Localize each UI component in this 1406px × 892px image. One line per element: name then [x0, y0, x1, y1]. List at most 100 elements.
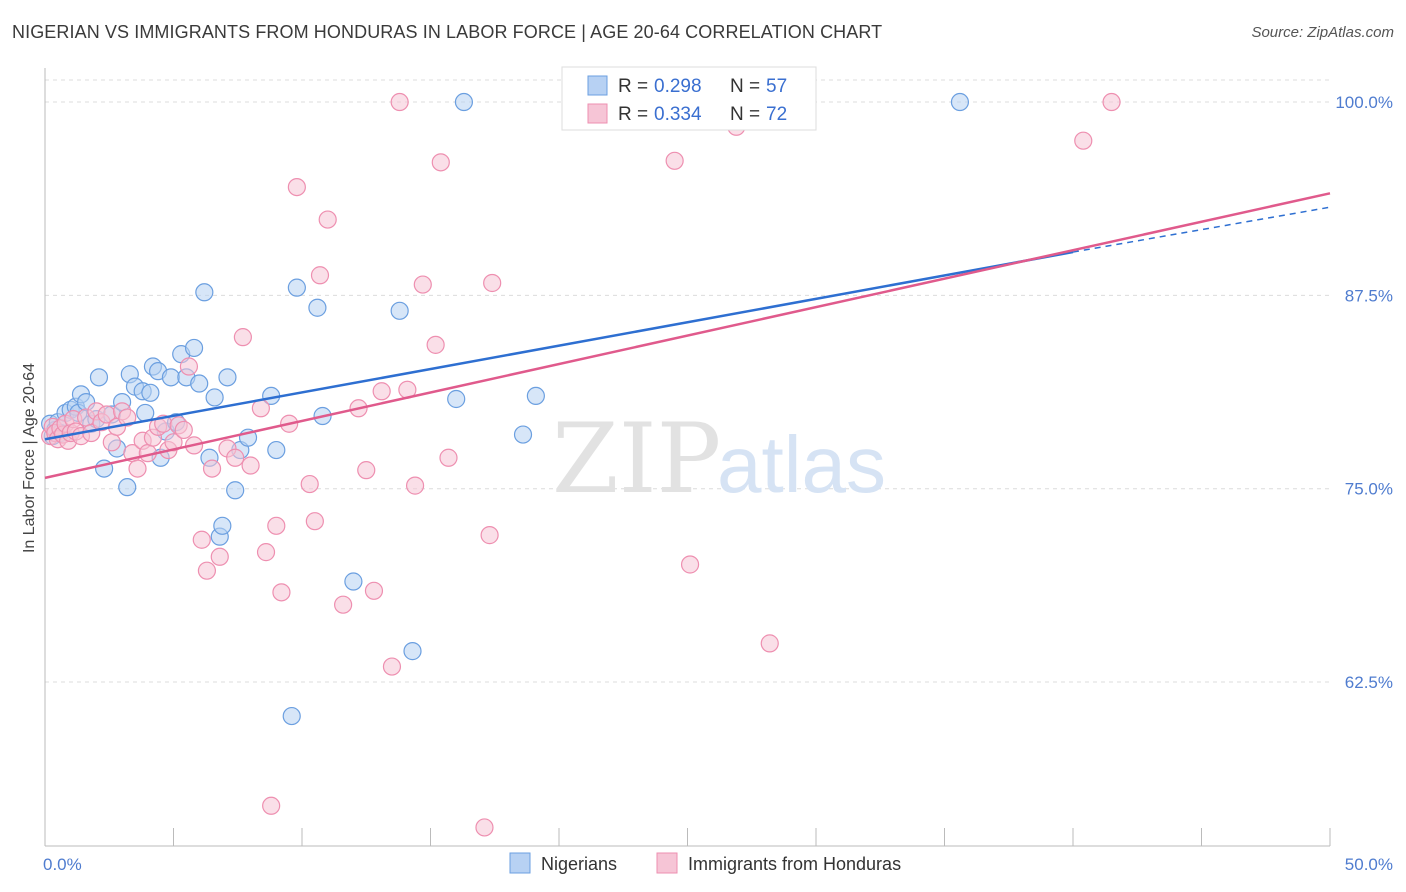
series-swatch-honduras [656, 852, 678, 874]
point-honduras [364, 581, 384, 600]
point-nigerians [390, 301, 409, 320]
y-tick-label: 100.0% [1335, 93, 1393, 112]
source-credit: Source: ZipAtlas.com [1251, 24, 1394, 41]
point-nigerians [118, 478, 137, 497]
point-honduras [251, 399, 270, 418]
y-axis-label: In Labor Force | Age 20-64 [21, 363, 38, 553]
legend-n-label-1: N = [730, 104, 760, 125]
point-honduras [439, 448, 458, 467]
point-nigerians [403, 642, 422, 661]
point-honduras [233, 328, 252, 347]
point-nigerians [195, 283, 214, 302]
point-honduras [300, 474, 319, 494]
trend-lines [44, 192, 1331, 480]
chart-title: NIGERIAN VS IMMIGRANTS FROM HONDURAS IN … [12, 22, 883, 42]
point-nigerians [213, 516, 232, 535]
axes [44, 68, 1331, 847]
point-nigerians [190, 374, 209, 393]
point-honduras [760, 634, 779, 653]
point-honduras [480, 526, 499, 545]
watermark: ZIP atlas [552, 403, 886, 515]
point-nigerians [184, 338, 204, 358]
point-honduras [665, 151, 684, 170]
legend-r-value-1: 0.334 [654, 104, 702, 125]
point-honduras [426, 335, 445, 354]
point-honduras [226, 448, 245, 467]
watermark-atlas: atlas [717, 420, 886, 509]
point-honduras [372, 382, 391, 401]
point-honduras [483, 273, 502, 293]
point-nigerians [308, 298, 327, 317]
point-nigerians [282, 706, 301, 726]
point-honduras [241, 456, 260, 475]
point-nigerians [287, 278, 306, 297]
watermark-zip: ZIP [552, 403, 721, 515]
point-nigerians [513, 425, 533, 444]
gridlines [45, 79, 1330, 683]
point-honduras [262, 796, 281, 815]
point-honduras [334, 595, 353, 614]
point-honduras [431, 153, 450, 172]
legend-n-value-0: 57 [766, 76, 787, 97]
series-swatch-nigerians [509, 852, 531, 874]
x-tick-label-min: 0.0% [43, 855, 82, 874]
legend-r-label-1: R = [618, 104, 648, 125]
point-honduras [310, 266, 330, 285]
y-tick-labels: 62.5% 75.0% 87.5% 100.0% [1335, 93, 1393, 692]
point-honduras [179, 357, 199, 376]
point-honduras [197, 561, 217, 580]
series-legend: Nigerians Immigrants from Honduras [509, 852, 901, 874]
y-tick-label: 75.0% [1345, 480, 1393, 499]
point-nigerians [950, 92, 970, 112]
point-honduras [357, 461, 376, 480]
correlation-legend: R = 0.298 N = 57 R = 0.334 N = 72 [561, 66, 817, 131]
point-nigerians [218, 368, 237, 387]
point-honduras [128, 459, 147, 478]
point-honduras [287, 177, 306, 197]
data-points [41, 92, 1121, 837]
point-honduras [272, 583, 291, 602]
point-honduras [305, 512, 324, 531]
legend-r-value-0: 0.298 [654, 76, 702, 97]
point-honduras [405, 476, 425, 495]
point-nigerians [226, 481, 245, 500]
point-honduras [475, 818, 494, 837]
point-honduras [164, 433, 183, 452]
point-nigerians [447, 389, 466, 409]
point-nigerians [89, 368, 109, 387]
series-label-honduras: Immigrants from Honduras [688, 854, 901, 874]
point-honduras [1074, 131, 1093, 150]
trend-line-honduras [44, 192, 1331, 480]
point-honduras [267, 516, 286, 535]
point-honduras [382, 657, 402, 676]
y-tick-label: 87.5% [1345, 286, 1393, 305]
point-honduras [413, 275, 432, 294]
legend-swatch-honduras [587, 103, 608, 124]
point-honduras [210, 547, 229, 566]
point-honduras [680, 555, 700, 574]
point-honduras [202, 459, 222, 478]
point-honduras [256, 543, 276, 562]
point-honduras [102, 433, 121, 452]
series-label-nigerians: Nigerians [541, 854, 617, 874]
point-nigerians [344, 572, 363, 591]
point-nigerians [526, 386, 545, 406]
point-nigerians [141, 383, 160, 402]
point-nigerians [454, 92, 474, 112]
y-tick-label: 62.5% [1345, 673, 1393, 692]
trend-line-nigerians [44, 250, 1074, 441]
trend-line-nigerians-extension [1072, 206, 1331, 253]
point-honduras [318, 210, 337, 229]
point-honduras [118, 408, 137, 427]
x-tick-label-max: 50.0% [1345, 855, 1393, 874]
point-nigerians [267, 440, 286, 460]
point-nigerians [205, 388, 224, 407]
point-honduras [390, 92, 409, 112]
point-nigerians [161, 368, 181, 387]
point-honduras [1102, 92, 1121, 112]
legend-r-label-0: R = [618, 76, 648, 97]
legend-swatch-nigerians [587, 75, 608, 96]
x-tick-labels: 0.0% 50.0% [43, 855, 1393, 874]
legend-n-value-1: 72 [766, 104, 787, 125]
